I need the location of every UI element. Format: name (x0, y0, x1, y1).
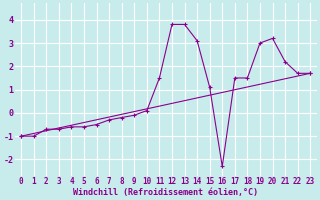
X-axis label: Windchill (Refroidissement éolien,°C): Windchill (Refroidissement éolien,°C) (73, 188, 258, 197)
